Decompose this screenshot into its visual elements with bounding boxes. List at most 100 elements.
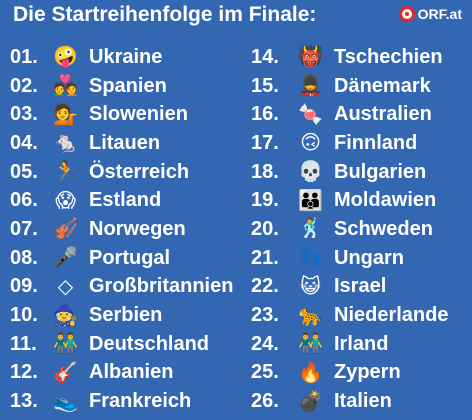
country-name: Finnland — [334, 131, 418, 154]
start-number: 01. — [10, 45, 38, 68]
list-item: 19. 👪 Moldawien — [245, 186, 448, 215]
country-name: Großbritannien — [89, 275, 234, 298]
start-number: 11. — [10, 332, 37, 355]
start-number: 10. — [10, 304, 38, 327]
microphone-icon: 🎤 — [53, 247, 78, 270]
start-number: 20. — [251, 217, 279, 240]
viking-guard-icon: 💂 — [298, 75, 323, 98]
list-item: 20. 🕺 Schweden — [245, 215, 448, 244]
country-name: Slowenien — [89, 103, 188, 126]
country-name: Albanien — [89, 361, 174, 384]
list-item: 06. 😱 Estland — [6, 186, 233, 215]
country-name: Portugal — [89, 246, 171, 269]
mouse-icon: 🐁 — [53, 132, 78, 155]
guitar-icon: 🎸 — [53, 361, 78, 384]
country-name: Dänemark — [334, 74, 431, 97]
start-number: 04. — [10, 131, 38, 154]
country-name: Bulgarien — [334, 160, 427, 183]
diamond-outline-icon: ◇ — [57, 275, 74, 298]
list-item: 15. 💂 Dänemark — [245, 72, 448, 101]
right-column: 14. 👹 Tschechien 15. 💂 Dänemark 16. 🍬 Australien… — [245, 43, 448, 416]
list-item: 23. 🐆 Niederlande — [245, 301, 448, 330]
list-item: 03. 💁 Slowenien — [6, 100, 233, 129]
country-name: Australien — [334, 103, 432, 126]
start-number: 07. — [10, 217, 38, 240]
country-name: Frankreich — [89, 390, 192, 413]
start-number: 21. — [251, 246, 279, 269]
country-name: Ungarn — [334, 246, 404, 269]
upside-down-face-icon: 🙃 — [300, 132, 321, 155]
start-number: 14. — [251, 45, 279, 68]
list-item: 12. 🎸 Albanien — [6, 359, 233, 388]
orf-logo-icon — [398, 6, 415, 22]
country-name: Norwegen — [89, 217, 186, 240]
couple-with-heart-icon: 💑 — [53, 75, 78, 98]
start-number: 08. — [10, 246, 38, 269]
list-item: 16. 🍬 Australien — [245, 100, 448, 129]
list-item: 09. ◇ Großbritannien — [6, 273, 233, 302]
woman-tipping-hand-icon: 💁 — [53, 103, 78, 126]
family-icon: 👪 — [298, 189, 323, 212]
start-number: 09. — [10, 275, 38, 298]
start-number: 12. — [10, 361, 38, 384]
start-number: 16. — [251, 103, 279, 126]
fire-icon: 🔥 — [298, 361, 323, 384]
country-name: Tschechien — [334, 45, 443, 68]
zany-face-icon: 🤪 — [53, 46, 78, 69]
start-number: 02. — [10, 74, 38, 97]
grinning-cat-icon: 😺 — [300, 275, 321, 298]
leopard-icon: 🐆 — [298, 304, 323, 327]
country-name: Irland — [334, 332, 389, 355]
list-item: 08. 🎤 Portugal — [6, 244, 233, 273]
list-item: 02. 💑 Spanien — [6, 72, 233, 101]
country-name: Moldawien — [334, 189, 437, 212]
start-number: 23. — [251, 304, 279, 327]
start-number: 05. — [10, 160, 38, 183]
left-column: 01. 🤪 Ukraine 02. 💑 Spanien 03. 💁 Slowenien 04. 🐁 L… — [6, 43, 233, 416]
country-name: Litauen — [89, 131, 161, 154]
list-item: 04. 🐁 Litauen — [6, 129, 233, 158]
start-number: 19. — [251, 189, 279, 212]
country-name: Spanien — [89, 74, 167, 97]
start-number: 24. — [251, 332, 279, 355]
start-number: 18. — [251, 160, 279, 183]
skull-icon: 💀 — [298, 161, 323, 184]
men-holding-hands-icon: 👬 — [53, 333, 78, 356]
list-item: 05. 🏃 Österreich — [6, 158, 233, 187]
footprints-icon: 👣 — [298, 247, 323, 270]
orf-logo: ORF.at — [398, 6, 462, 22]
start-number: 06. — [10, 189, 38, 212]
list-item: 01. 🤪 Ukraine — [6, 43, 233, 72]
list-item: 25. 🔥 Zypern — [245, 359, 448, 388]
list-item: 21. 👣 Ungarn — [245, 244, 448, 273]
person-dancing-icon: 🕺 — [298, 218, 323, 241]
person-running-icon: 🏃 — [53, 161, 78, 184]
men-holding-hands-icon: 👬 — [298, 333, 323, 356]
sneaker-icon: 👟 — [53, 390, 78, 413]
orf-logo-text: ORF.at — [417, 6, 462, 22]
country-name: Serbien — [89, 304, 163, 327]
list-item: 11. 👬 Deutschland — [6, 330, 233, 359]
mage-icon: 🧙 — [53, 304, 78, 327]
start-number: 22. — [251, 275, 279, 298]
bomb-icon: 💣 — [298, 390, 323, 413]
list-item: 07. 🎻 Norwegen — [6, 215, 233, 244]
country-name: Niederlande — [334, 304, 449, 327]
start-number: 03. — [10, 103, 38, 126]
screaming-face-icon: 😱 — [55, 189, 76, 212]
violin-icon: 🎻 — [53, 218, 78, 241]
list-item: 22. 😺 Israel — [245, 273, 448, 302]
list-item: 14. 👹 Tschechien — [245, 43, 448, 72]
list-item: 24. 👬 Irland — [245, 330, 448, 359]
country-name: Österreich — [89, 160, 190, 183]
list-item: 17. 🙃 Finnland — [245, 129, 448, 158]
list-item: 26. 💣 Italien — [245, 387, 448, 416]
start-number: 17. — [251, 131, 279, 154]
country-name: Zypern — [334, 361, 401, 384]
list-item: 10. 🧙 Serbien — [6, 301, 233, 330]
country-name: Israel — [334, 275, 387, 298]
ogre-mask-icon: 👹 — [298, 46, 323, 69]
page-title: Die Startreihenfolge im Finale: — [13, 3, 317, 26]
start-number: 13. — [10, 390, 38, 413]
start-number: 25. — [251, 361, 279, 384]
